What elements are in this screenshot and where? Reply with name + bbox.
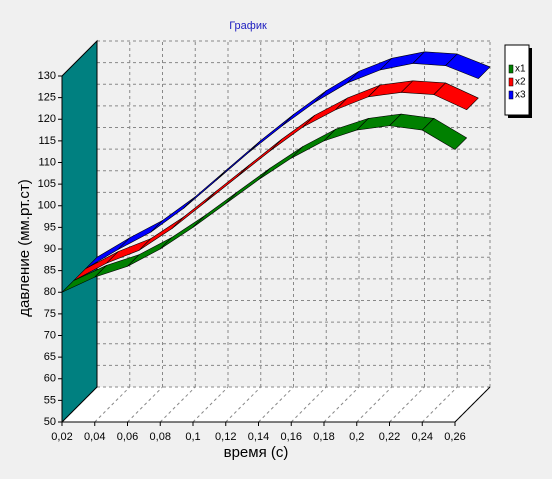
x-tick-label: 0,2 [349,431,364,443]
x-tick-label: 0,1 [185,431,200,443]
floor-grid-line [356,386,393,423]
x-tick-label: 0,24 [412,431,433,443]
floor-grid-line [323,386,360,423]
y-tick-label: 95 [44,221,56,233]
floor-grid-line [192,386,229,423]
floor-grid-line [290,386,327,423]
legend-swatch [508,90,514,100]
y-tick-label: 75 [44,308,56,320]
x-tick-label: 0,08 [150,431,171,443]
y-axis-label: давление (мм.рт.ст) [16,179,33,317]
ribbon-segment [433,82,479,111]
x-tick-label: 0,06 [117,431,138,443]
x-tick-label: 0,16 [281,431,302,443]
y-tick-label: 100 [38,200,56,212]
y-tick-label: 90 [44,243,56,255]
x-axis-label: время (с) [224,444,289,461]
y-tick-label: 80 [44,286,56,298]
y-tick-label: 110 [38,156,56,168]
legend-swatch [508,77,514,87]
floor-grid-line [159,386,196,423]
x-tick-label: 0,22 [379,431,400,443]
x-tick-label: 0,04 [84,431,105,443]
floor-grid-line [127,386,163,423]
floor-grid-line [94,386,131,423]
ribbon-segment [445,53,491,79]
y-tick-label: 115 [38,135,56,147]
ribbon-segment [421,118,467,150]
y-tick-label: 55 [44,394,56,406]
legend-label: x3 [515,90,526,101]
x-tick-label: 0,14 [248,431,269,443]
y-tick-label: 125 [38,92,56,104]
legend-swatch [508,64,514,74]
chart-title: График [229,20,267,32]
x-tick-label: 0,18 [313,431,334,443]
x-axis-right [454,386,491,423]
floor-grid-line [258,386,294,423]
x-tick-label: 0,26 [444,431,465,443]
x-tick-label: 0,02 [51,431,72,443]
legend-label: x1 [515,64,526,75]
y-tick-label: 85 [44,265,56,277]
legend-label: x2 [515,77,526,88]
y-tick-label: 50 [44,416,56,428]
x-tick-label: 0,12 [215,431,236,443]
floor-grid-line [389,386,425,423]
y-tick-label: 70 [44,329,56,341]
left-wall [61,39,98,424]
y-tick-label: 60 [44,373,56,385]
floor-grid-line [225,386,262,423]
y-tick-label: 130 [38,70,56,82]
y-tick-label: 65 [44,351,56,363]
y-tick-label: 120 [38,113,56,125]
y-tick-label: 105 [38,178,56,190]
floor-grid-line [421,386,458,423]
